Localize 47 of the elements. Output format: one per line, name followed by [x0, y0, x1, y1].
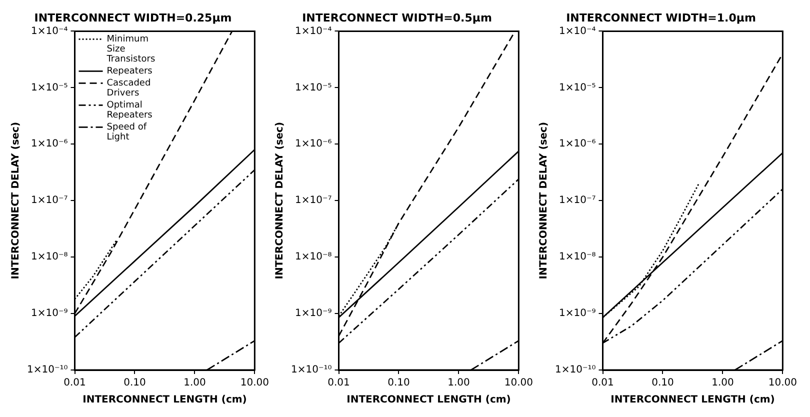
x-axis-title: INTERCONNECT LENGTH (cm): [610, 394, 775, 406]
chart-title: INTERCONNECT WIDTH=0.5μm: [302, 11, 492, 24]
y-tick-label: 1×10⁻⁵: [558, 82, 596, 94]
x-tick-label: 0.01: [64, 378, 86, 389]
y-axis-title: INTERCONNECT DELAY (sec): [274, 122, 286, 280]
y-tick-label: 1×10⁻⁴: [30, 26, 68, 37]
legend-label: Cascaded Drivers: [106, 78, 151, 99]
y-tick-label: 1×10⁻⁹: [294, 308, 332, 320]
y-axis-title: INTERCONNECT DELAY (sec): [10, 122, 22, 280]
legend-label: Repeaters: [106, 66, 153, 77]
chart-title: INTERCONNECT WIDTH=0.25μm: [34, 11, 232, 24]
x-tick-label: 0.10: [124, 378, 146, 389]
x-tick-label: 1.00: [448, 378, 470, 389]
legend-label: Minimum Size Transistors: [106, 34, 156, 65]
x-tick-label: 10.00: [768, 378, 798, 389]
x-tick-label: 0.01: [592, 378, 614, 389]
y-tick-label: 1×10⁻⁹: [30, 308, 68, 320]
x-tick-label: 1.00: [184, 378, 206, 389]
y-tick-label: 1×10⁻⁴: [294, 26, 332, 37]
y-tick-label: 1×10⁻⁷: [558, 195, 596, 206]
y-tick-label: 1×10⁻⁷: [30, 195, 68, 206]
y-tick-label: 1×10⁻⁸: [558, 252, 596, 263]
y-tick-label: 1×10⁻⁸: [294, 252, 332, 263]
y-tick-label: 1×10⁻⁷: [294, 195, 332, 206]
y-tick-label: 1×10⁻⁶: [294, 138, 332, 150]
chart-title: INTERCONNECT WIDTH=1.0μm: [566, 11, 756, 24]
y-tick-label: 1×10⁻⁵: [30, 82, 68, 94]
y-tick-label: 1×10⁻⁶: [30, 138, 68, 150]
x-tick-label: 10.00: [504, 378, 534, 389]
x-tick-label: 0.01: [328, 378, 350, 389]
y-axis-title: INTERCONNECT DELAY (sec): [538, 122, 550, 280]
y-tick-label: 1×10⁻¹⁰: [26, 364, 68, 376]
y-tick-label: 1×10⁻⁸: [30, 252, 68, 263]
legend-label: Optimal Repeaters: [106, 100, 153, 121]
y-tick-label: 1×10⁻⁹: [558, 308, 596, 320]
y-tick-label: 1×10⁻¹⁰: [554, 364, 596, 376]
x-axis-title: INTERCONNECT LENGTH (cm): [82, 394, 247, 406]
x-axis-title: INTERCONNECT LENGTH (cm): [346, 394, 511, 406]
y-tick-label: 1×10⁻¹⁰: [290, 364, 332, 376]
x-tick-label: 1.00: [712, 378, 734, 389]
legend-label: Speed of Light: [106, 122, 148, 143]
y-tick-label: 1×10⁻⁶: [558, 138, 596, 150]
x-tick-label: 0.10: [652, 378, 674, 389]
y-tick-label: 1×10⁻⁵: [294, 82, 332, 94]
x-tick-label: 0.10: [388, 378, 410, 389]
y-tick-label: 1×10⁻⁴: [558, 26, 596, 37]
x-tick-label: 10.00: [240, 378, 270, 389]
